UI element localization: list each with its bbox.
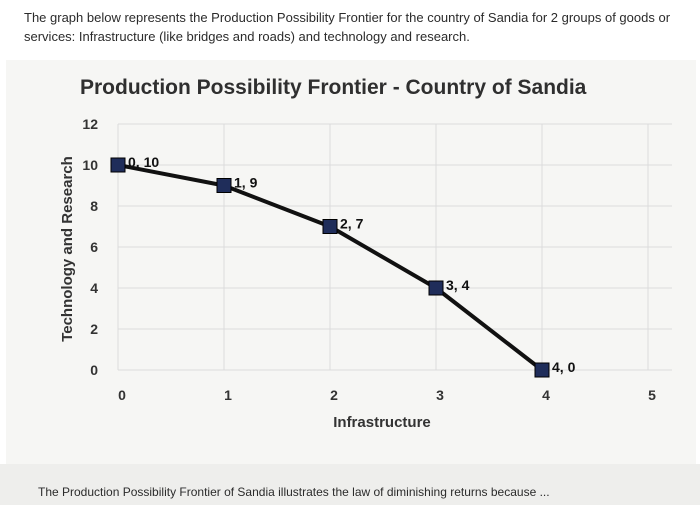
- y-tick-label: 8: [90, 198, 98, 214]
- chart-panel: [6, 60, 696, 464]
- y-tick-label: 12: [82, 116, 98, 132]
- data-point-marker: [534, 362, 550, 378]
- y-tick-label: 10: [82, 157, 98, 173]
- data-point-marker: [110, 157, 126, 173]
- x-tick-label: 1: [224, 387, 232, 403]
- series: 0, 10 1, 9 2, 7 3, 4 4, 0: [110, 154, 576, 378]
- data-point-label: 0, 10: [128, 154, 159, 170]
- x-axis-label: Infrastructure: [333, 414, 431, 431]
- x-tick-label: 2: [330, 387, 338, 403]
- data-point-marker: [428, 280, 444, 296]
- data-point-label: 4, 0: [552, 359, 576, 375]
- data-point-label: 3, 4: [446, 277, 470, 293]
- y-tick-label: 4: [90, 280, 98, 296]
- footer-band: [0, 464, 700, 505]
- chart-title: Production Possibility Frontier - Countr…: [80, 76, 587, 99]
- data-point-marker: [322, 219, 338, 234]
- grid: [117, 123, 672, 371]
- intro-text: The graph below represents the Productio…: [24, 10, 671, 44]
- y-tick-label: 0: [90, 362, 98, 378]
- x-tick-label: 0: [118, 387, 126, 403]
- footer-text: The Production Possibility Frontier of S…: [38, 485, 550, 499]
- x-tick-label: 4: [542, 387, 550, 403]
- y-tick-label: 6: [90, 239, 98, 255]
- data-point-label: 1, 9: [234, 175, 258, 191]
- y-tick-label: 2: [90, 321, 98, 337]
- x-tick-label: 3: [436, 387, 444, 403]
- data-point-label: 2, 7: [340, 216, 364, 232]
- x-tick-label: 5: [648, 387, 656, 403]
- data-point-marker: [216, 178, 232, 193]
- y-axis-label: Technology and Research: [59, 156, 76, 342]
- ppf-chart: Production Possibility Frontier - Countr…: [59, 76, 672, 431]
